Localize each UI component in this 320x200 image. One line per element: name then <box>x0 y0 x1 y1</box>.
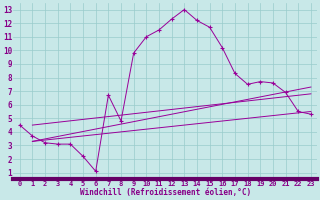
X-axis label: Windchill (Refroidissement éolien,°C): Windchill (Refroidissement éolien,°C) <box>80 188 251 197</box>
